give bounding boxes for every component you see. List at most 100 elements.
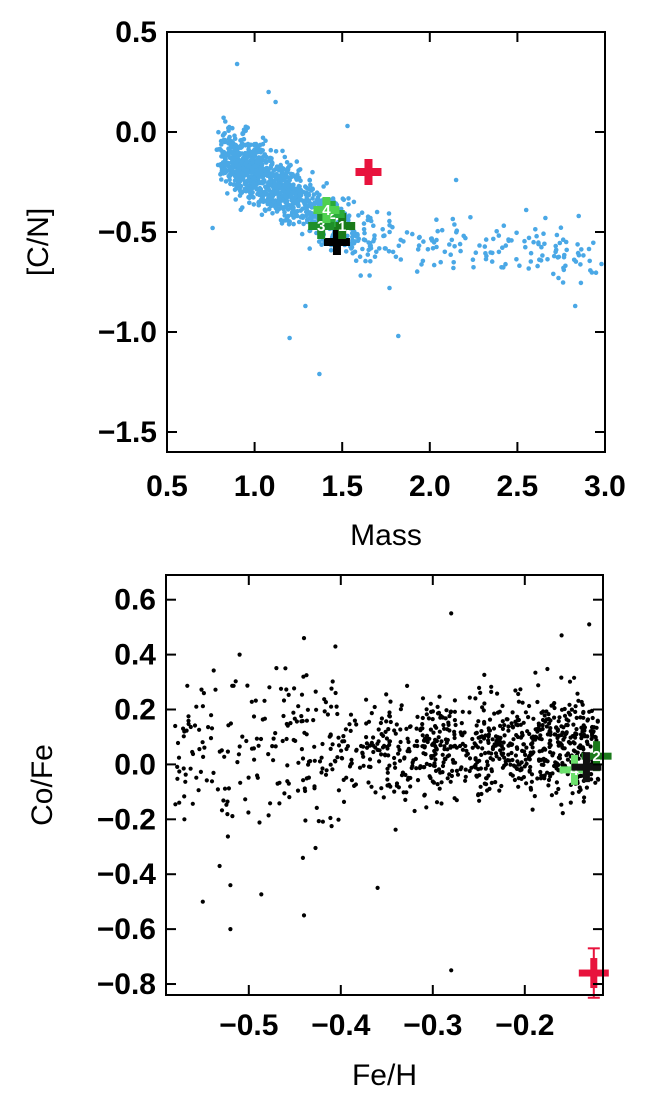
- top-data-point: [228, 142, 234, 148]
- top-data-point: [223, 119, 228, 124]
- bot-data-point: [492, 711, 497, 716]
- bot-data-point: [201, 754, 206, 760]
- top-data-point: [264, 165, 270, 171]
- bot-data-point: [375, 885, 380, 891]
- top-data-point: [215, 162, 221, 168]
- bot-data-point: [458, 730, 463, 735]
- bot-data-point: [327, 734, 332, 739]
- top-data-point: [434, 217, 439, 222]
- bot-data-point: [552, 763, 557, 769]
- top-data-point: [345, 233, 350, 239]
- top-data-point: [244, 168, 249, 174]
- bot-data-point: [508, 772, 513, 777]
- bot-data-point: [197, 747, 202, 752]
- bot-data-point: [209, 779, 215, 784]
- top-data-point: [281, 189, 287, 195]
- bot-data-point: [537, 749, 542, 754]
- bot-data-point: [584, 739, 590, 744]
- bot-data-point: [381, 795, 386, 800]
- top-data-point: [553, 243, 558, 249]
- bot-data-point: [339, 755, 344, 761]
- top-data-point: [287, 203, 292, 208]
- bot-data-point: [173, 802, 178, 807]
- bot-data-point: [184, 728, 189, 733]
- top-highlight-marker: [355, 159, 382, 185]
- bot-data-point: [568, 735, 573, 740]
- bot-data-point: [188, 724, 193, 730]
- cofe-feh-x-axis-title: Fe/H: [352, 1059, 417, 1092]
- bot-data-point: [485, 759, 490, 764]
- bot-y-tick-label: 0.2: [114, 694, 156, 727]
- top-x-tick-label: 1.5: [321, 470, 363, 503]
- bot-data-point: [300, 756, 306, 761]
- top-data-point: [578, 280, 584, 286]
- bot-data-point: [361, 754, 366, 759]
- bot-data-point: [506, 728, 511, 733]
- top-data-point: [382, 246, 388, 251]
- top-data-point: [260, 141, 266, 147]
- bot-data-point: [377, 748, 382, 753]
- bot-data-point: [478, 739, 483, 744]
- bot-data-point: [442, 744, 447, 749]
- bot-data-point: [361, 763, 366, 768]
- bot-data-point: [529, 735, 534, 740]
- top-data-point: [365, 252, 371, 257]
- bot-data-point: [578, 715, 583, 720]
- bot-data-point: [479, 752, 484, 758]
- top-data-point: [288, 162, 293, 168]
- top-data-point: [300, 213, 305, 219]
- bot-data-point: [564, 730, 569, 735]
- bot-data-point: [433, 757, 438, 762]
- bot-data-point: [303, 818, 308, 823]
- top-data-point: [522, 238, 527, 244]
- bot-data-point: [437, 729, 442, 734]
- bot-data-point: [388, 699, 393, 704]
- bot-y-tick-label: 0.0: [114, 748, 156, 781]
- bot-data-point: [285, 763, 290, 768]
- bot-data-point: [414, 726, 419, 731]
- bot-data-point: [352, 718, 357, 723]
- bot-data-point: [398, 727, 403, 732]
- top-data-point: [367, 273, 372, 278]
- bot-data-point: [502, 723, 507, 728]
- bot-data-point: [505, 758, 510, 763]
- bot-data-point: [562, 713, 568, 718]
- bot-data-point: [590, 724, 595, 730]
- bot-data-point: [292, 686, 297, 691]
- bot-x-tick-label: −0.3: [403, 1009, 462, 1042]
- bot-data-point: [494, 739, 499, 744]
- bot-data-point: [463, 774, 468, 779]
- bot-data-point: [424, 761, 429, 767]
- bot-data-point: [509, 721, 514, 726]
- bot-data-point: [581, 799, 586, 804]
- bot-data-point: [581, 710, 586, 716]
- bot-data-point: [225, 799, 230, 804]
- bot-data-point: [582, 732, 587, 737]
- bot-data-point: [514, 722, 519, 727]
- top-data-point: [471, 265, 476, 270]
- bot-data-point: [522, 764, 527, 769]
- bot-data-point: [470, 736, 475, 742]
- bot-data-point: [286, 692, 291, 698]
- bot-data-point: [175, 764, 180, 770]
- bot-data-point: [428, 727, 433, 732]
- bot-data-point: [328, 762, 333, 767]
- bot-data-point: [384, 719, 389, 724]
- bot-data-point: [244, 738, 249, 744]
- bot-data-point: [462, 730, 467, 735]
- bot-data-point: [330, 767, 335, 772]
- bot-data-point: [449, 968, 454, 973]
- bot-data-point: [439, 739, 444, 744]
- bot-data-point: [399, 703, 404, 708]
- top-data-point: [296, 203, 301, 209]
- top-data-point: [270, 172, 276, 177]
- bot-data-point: [237, 652, 242, 657]
- bot-data-point: [440, 752, 445, 757]
- top-data-point: [503, 261, 508, 267]
- top-data-point: [252, 175, 257, 181]
- bot-data-point: [393, 765, 398, 770]
- bot-data-point: [480, 746, 485, 751]
- top-data-point: [398, 257, 404, 262]
- bot-data-point: [497, 709, 502, 714]
